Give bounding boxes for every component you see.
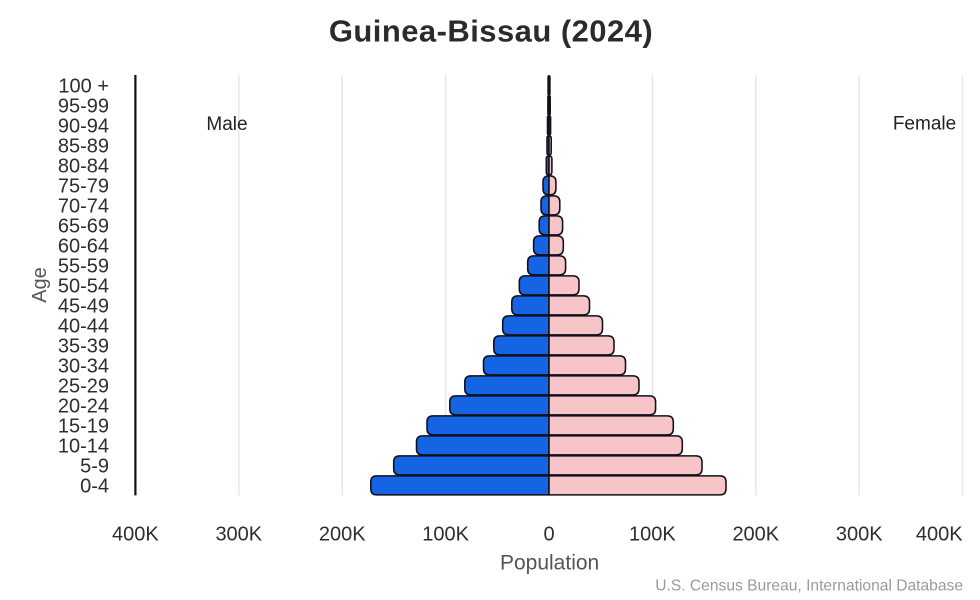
svg-text:Age: Age [29, 267, 51, 303]
svg-text:10-14: 10-14 [58, 436, 109, 458]
svg-text:15-19: 15-19 [58, 416, 109, 438]
svg-text:Female: Female [893, 114, 956, 135]
svg-text:65-69: 65-69 [58, 216, 109, 238]
svg-text:35-39: 35-39 [58, 336, 109, 358]
svg-text:70-74: 70-74 [58, 196, 109, 218]
svg-text:200K: 200K [319, 524, 366, 546]
svg-text:25-29: 25-29 [58, 376, 109, 398]
svg-text:30-34: 30-34 [58, 356, 109, 378]
svg-text:5-9: 5-9 [80, 456, 109, 478]
svg-text:300K: 300K [215, 524, 262, 546]
svg-text:90-94: 90-94 [58, 116, 109, 138]
svg-text:100K: 100K [422, 524, 469, 546]
svg-text:80-84: 80-84 [58, 156, 109, 178]
svg-text:400K: 400K [112, 524, 159, 546]
svg-text:100K: 100K [629, 524, 676, 546]
svg-text:U.S. Census Bureau, Internatio: U.S. Census Bureau, International Databa… [655, 578, 963, 595]
svg-text:75-79: 75-79 [58, 176, 109, 198]
svg-text:55-59: 55-59 [58, 256, 109, 278]
svg-text:45-49: 45-49 [58, 296, 109, 318]
svg-text:Population: Population [500, 552, 599, 575]
svg-text:0: 0 [543, 524, 554, 546]
svg-text:Guinea-Bissau (2024): Guinea-Bissau (2024) [329, 14, 653, 49]
svg-text:300K: 300K [836, 524, 883, 546]
svg-text:85-89: 85-89 [58, 136, 109, 158]
svg-text:400K: 400K [916, 524, 963, 546]
svg-text:Male: Male [206, 114, 247, 135]
svg-text:20-24: 20-24 [58, 396, 109, 418]
svg-text:50-54: 50-54 [58, 276, 109, 298]
svg-text:40-44: 40-44 [58, 316, 109, 338]
svg-text:0-4: 0-4 [80, 476, 109, 498]
svg-text:60-64: 60-64 [58, 236, 109, 258]
svg-text:200K: 200K [732, 524, 779, 546]
svg-text:95-99: 95-99 [58, 96, 109, 118]
svg-text:100 +: 100 + [58, 76, 109, 98]
